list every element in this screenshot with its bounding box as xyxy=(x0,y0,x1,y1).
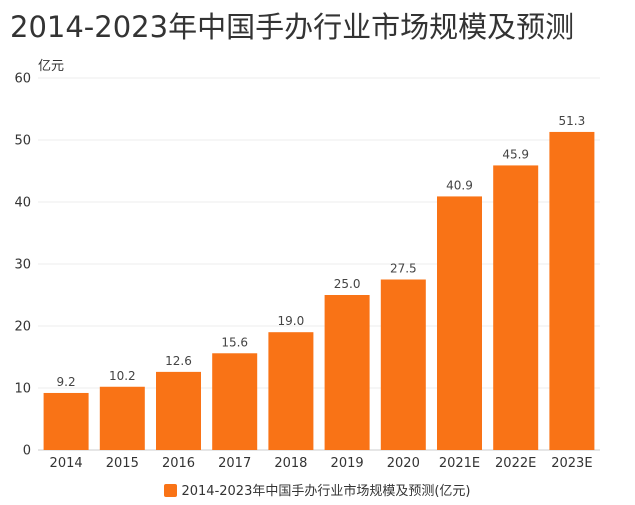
x-tick-label: 2016 xyxy=(162,456,195,471)
legend: 2014-2023年中国手办行业市场规模及预测(亿元) xyxy=(0,480,635,499)
data-label: 19.0 xyxy=(278,314,305,328)
y-axis-unit-label: 亿元 xyxy=(38,59,64,74)
data-label: 15.6 xyxy=(221,335,248,349)
x-tick-label: 2020 xyxy=(387,456,420,471)
x-tick-label: 2017 xyxy=(218,456,251,471)
bar xyxy=(212,353,258,450)
bar xyxy=(156,371,201,450)
x-axis-ticks: 2014 2015 2016 2017 2018 2019 2020 2021E 2022E 20… xyxy=(50,456,593,471)
x-tick-label: 2014 xyxy=(50,456,83,471)
x-tick-label: 2023E xyxy=(551,456,592,471)
data-label: 51.3 xyxy=(559,114,586,128)
chart-title: 2014-2023年中国手办行业市场规模及预测 xyxy=(10,10,575,44)
y-tick-label: 10 xyxy=(14,382,31,397)
data-label: 10.2 xyxy=(109,369,136,383)
y-tick-label: 20 xyxy=(14,320,31,335)
data-label: 12.6 xyxy=(165,354,192,368)
y-axis-ticks: 0 10 20 30 40 50 60 xyxy=(14,72,31,459)
y-tick-label: 40 xyxy=(14,196,31,211)
y-tick-label: 0 xyxy=(23,444,31,459)
y-tick-label: 60 xyxy=(14,72,31,87)
x-tick-label: 2022E xyxy=(495,456,536,471)
bar xyxy=(549,131,595,450)
bar xyxy=(493,165,539,451)
bars xyxy=(43,131,595,451)
data-label: 9.2 xyxy=(57,375,76,389)
bar xyxy=(99,386,145,450)
x-tick-label: 2019 xyxy=(331,456,364,471)
data-label: 40.9 xyxy=(446,178,473,192)
legend-label: 2014-2023年中国手办行业市场规模及预测(亿元) xyxy=(181,484,471,499)
x-tick-label: 2021E xyxy=(439,456,480,471)
bar xyxy=(380,279,426,450)
bar xyxy=(43,392,89,450)
y-tick-label: 50 xyxy=(14,134,31,149)
bar xyxy=(437,196,482,450)
y-tick-label: 30 xyxy=(14,258,31,273)
legend-swatch xyxy=(164,484,178,497)
data-labels: 9.2 10.2 12.6 15.6 19.0 25.0 27.5 40.9 45.9 51.3 xyxy=(57,114,586,389)
data-label: 45.9 xyxy=(502,147,529,161)
bar xyxy=(324,295,370,450)
data-label: 27.5 xyxy=(390,262,417,276)
x-tick-label: 2018 xyxy=(274,456,307,471)
bar xyxy=(268,332,314,450)
data-label: 25.0 xyxy=(334,277,361,291)
x-tick-label: 2015 xyxy=(106,456,139,471)
